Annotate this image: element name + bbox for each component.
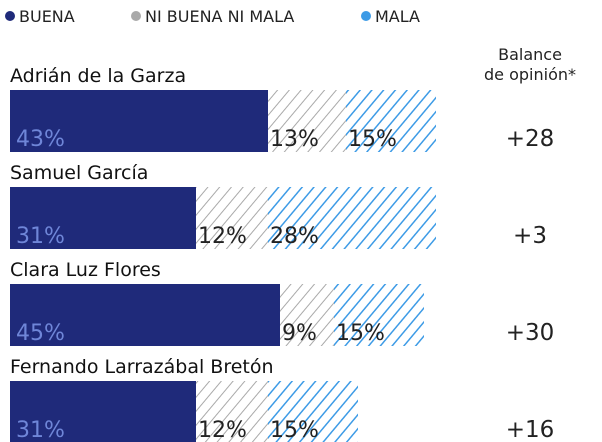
data-label: 31% (16, 418, 65, 442)
balance-value: +16 (506, 417, 555, 442)
bar-segment (196, 381, 268, 442)
bar-segment (10, 381, 196, 442)
data-label: 12% (198, 418, 247, 442)
bar-segment (334, 284, 424, 346)
data-label: 28% (270, 224, 319, 249)
legend-dot (5, 11, 15, 21)
data-label: 15% (270, 418, 319, 442)
data-label: 45% (16, 321, 65, 346)
data-label: 15% (336, 321, 385, 346)
balance-value: +28 (506, 126, 555, 152)
bar-segment (10, 284, 280, 346)
bar-segment (268, 90, 346, 152)
category-label: Samuel García (10, 162, 148, 184)
data-label: 12% (198, 224, 247, 249)
data-label: 13% (270, 127, 319, 152)
bar-segment (346, 90, 436, 152)
data-label: 9% (282, 321, 317, 346)
legend-dot (131, 11, 141, 21)
bar-segment (268, 187, 436, 249)
data-label: 43% (16, 127, 65, 152)
balance-value: +30 (506, 320, 555, 346)
category-label: Fernando Larrazábal Bretón (10, 356, 274, 378)
bar-segment (196, 187, 268, 249)
legend-label: NI BUENA NI MALA (145, 7, 294, 26)
category-label: Clara Luz Flores (10, 259, 161, 281)
bar-segment (10, 187, 196, 249)
balance-value: +3 (513, 223, 547, 249)
balance-header: Balance (498, 45, 562, 64)
category-label: Adrián de la Garza (10, 65, 186, 87)
bar-segment (10, 90, 268, 152)
bar-segment (268, 381, 358, 442)
legend-label: BUENA (19, 7, 75, 26)
data-label: 15% (348, 127, 397, 152)
legend-dot (361, 11, 371, 21)
data-label: 31% (16, 224, 65, 249)
bar-segment (280, 284, 334, 346)
balance-header: de opinión* (484, 65, 576, 84)
legend-label: MALA (375, 7, 420, 26)
